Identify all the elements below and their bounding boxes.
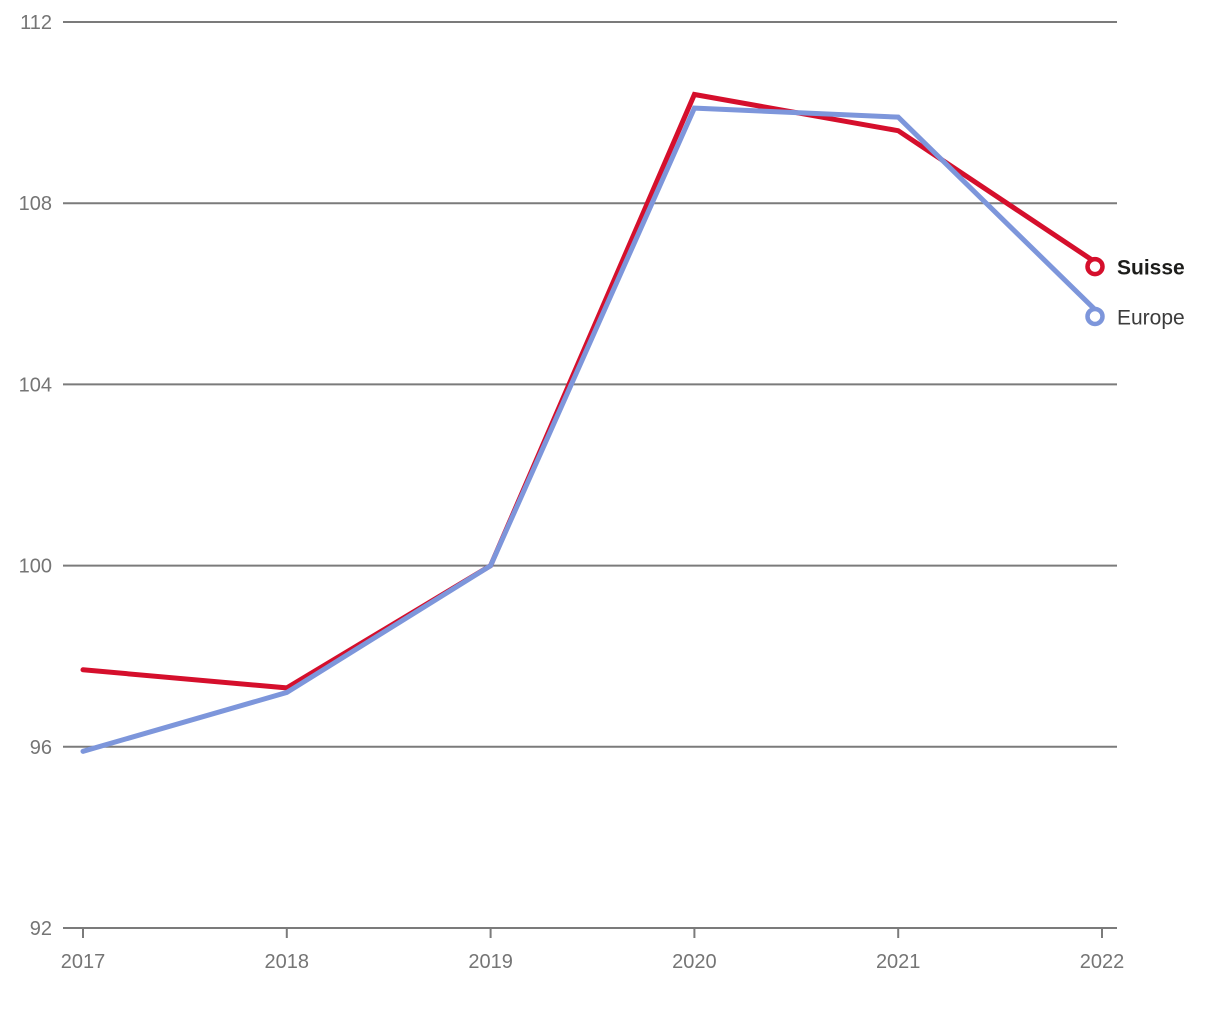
y-axis-tick-label: 92 (30, 918, 52, 940)
x-axis-tick-label: 2019 (468, 951, 513, 973)
y-axis-tick-label: 108 (19, 193, 52, 215)
y-axis-tick-label: 100 (19, 556, 52, 578)
x-axis-tick-label: 2017 (61, 951, 106, 973)
x-axis-tick-label: 2018 (265, 951, 310, 973)
x-axis-tick-label: 2021 (876, 951, 921, 973)
y-axis-tick-label: 96 (30, 737, 52, 759)
series-line-suisse (80, 91, 1105, 691)
x-axis-tick-label: 2020 (672, 951, 717, 973)
series-end-marker-europe (1085, 306, 1105, 327)
series-end-marker-suisse (1085, 256, 1105, 277)
y-axis-tick-label: 112 (20, 12, 52, 34)
series-line-europe (80, 105, 1105, 754)
series-label-suisse: Suisse (1117, 257, 1185, 280)
x-axis-tick-label: 2022 (1080, 951, 1125, 973)
series-label-europe: Europe (1117, 306, 1185, 329)
y-axis-tick-label: 104 (19, 374, 52, 396)
